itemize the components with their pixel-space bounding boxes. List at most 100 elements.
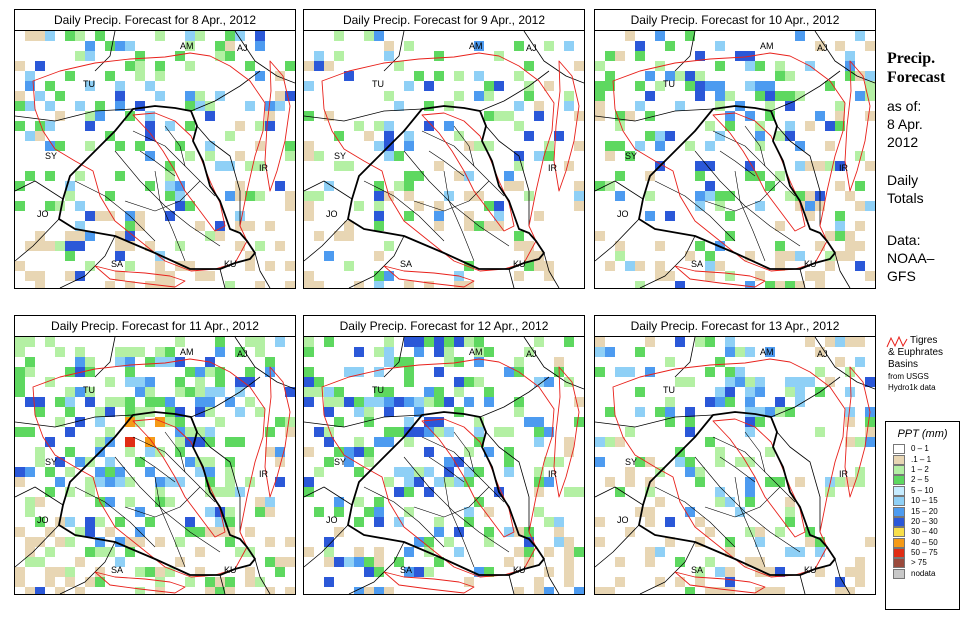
precip-cell [775, 241, 785, 251]
precip-cell [384, 337, 394, 347]
precip-cell [155, 357, 165, 367]
precip-cell [15, 567, 25, 577]
legend-label: 1 – 2 [911, 464, 929, 474]
legend-title: PPT (mm) [897, 428, 948, 440]
precip-cell [404, 181, 414, 191]
precip-cell [35, 241, 45, 251]
precip-cell [775, 171, 785, 181]
legend-item: 10 – 15 [893, 496, 959, 507]
precip-cell [55, 141, 65, 151]
precip-cell [675, 101, 685, 111]
precip-cell [424, 387, 434, 397]
precip-cell [574, 181, 584, 191]
country-border [383, 31, 405, 72]
precip-cell [65, 487, 75, 497]
precip-cell [155, 271, 165, 281]
precip-cell [645, 367, 655, 377]
precip-cell [474, 91, 484, 101]
legend-label: 2 – 5 [911, 475, 929, 485]
precip-cell [45, 577, 55, 587]
precip-cell [45, 31, 55, 41]
precip-cell [205, 507, 215, 517]
precip-cell [855, 241, 865, 251]
precip-cell [35, 457, 45, 467]
precip-cell [655, 241, 665, 251]
precip-cell [155, 417, 165, 427]
precip-cell [564, 377, 574, 387]
precip-cell [364, 417, 374, 427]
precip-cell [855, 221, 865, 231]
map-label-jo: JO [37, 209, 49, 219]
precip-cell [55, 457, 65, 467]
precip-cell [304, 191, 314, 201]
country-border [196, 125, 241, 226]
precip-cell [285, 417, 295, 427]
precip-cell [595, 537, 605, 547]
precip-cell [815, 567, 825, 577]
precip-cell [715, 397, 725, 407]
precip-cell [25, 547, 35, 557]
precip-cell [125, 447, 135, 457]
precip-cell [235, 121, 245, 131]
precip-cell [615, 487, 625, 497]
precip-cell [175, 201, 185, 211]
iraq-border [347, 105, 545, 270]
precip-cell [384, 121, 394, 131]
precip-grid [15, 337, 295, 594]
precip-map: AM AJ TU SY IR JO SA KU [595, 31, 875, 288]
precip-cell [314, 151, 324, 161]
precip-cell [785, 507, 795, 517]
precip-cell [324, 457, 334, 467]
precip-cell [655, 497, 665, 507]
precip-cell [205, 427, 215, 437]
precip-cell [444, 357, 454, 367]
precip-cell [304, 477, 314, 487]
precip-cell [225, 487, 235, 497]
map-label-aj: AJ [526, 43, 537, 53]
precip-cell [855, 71, 865, 81]
precip-cell [735, 367, 745, 377]
precip-cell [865, 71, 875, 81]
precip-cell [155, 261, 165, 271]
precip-cell [95, 417, 105, 427]
precip-cell [374, 347, 384, 357]
precip-cell [695, 171, 705, 181]
precip-cell [364, 457, 374, 467]
precip-cell [775, 407, 785, 417]
precip-cell [865, 437, 875, 447]
precip-cell [65, 231, 75, 241]
precip-cell [564, 337, 574, 347]
precip-cell [725, 387, 735, 397]
map-label-tu: TU [663, 79, 675, 89]
precip-cell [725, 337, 735, 347]
precip-cell [605, 151, 615, 161]
country-border [595, 414, 714, 428]
precip-cell [304, 367, 314, 377]
iraq-border [58, 105, 256, 270]
precip-cell [275, 447, 285, 457]
legend-label: 40 – 50 [911, 537, 938, 547]
precip-cell [155, 397, 165, 407]
precip-cell [424, 337, 434, 347]
precip-cell [795, 161, 805, 171]
precip-cell [665, 517, 675, 527]
precip-cell [364, 31, 374, 41]
precip-cell [25, 131, 35, 141]
precip-cell [324, 557, 334, 567]
precip-cell [65, 467, 75, 477]
precip-cell [815, 547, 825, 557]
province-boundary [694, 456, 801, 553]
panel-title: Daily Precip. Forecast for 9 Apr., 2012 [304, 10, 584, 31]
country-border [508, 268, 515, 288]
country-border [595, 108, 714, 122]
precip-cell [155, 91, 165, 101]
precip-cell [75, 101, 85, 111]
precip-cell [615, 141, 625, 151]
precip-cell [855, 181, 865, 191]
province-boundary [124, 180, 201, 212]
map-canvas [15, 31, 295, 288]
precip-cell [625, 467, 635, 477]
precip-cell [404, 191, 414, 201]
country-border [776, 125, 821, 226]
precip-cell [534, 437, 544, 447]
